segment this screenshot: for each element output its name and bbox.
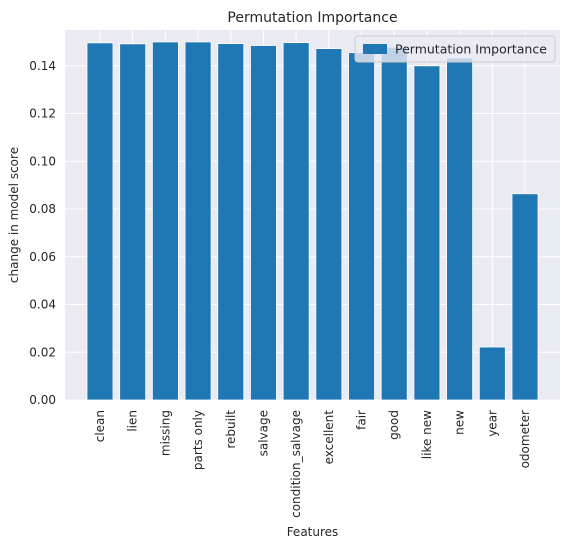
bar-year (478, 346, 506, 401)
bar-excellent (315, 48, 343, 401)
x-tick-label: year (485, 410, 499, 437)
x-axis-label: Features (287, 525, 339, 539)
x-tick-label: condition_salvage (289, 410, 303, 518)
legend: Permutation Importance (354, 35, 556, 63)
legend-label: Permutation Importance (395, 42, 547, 57)
y-tick-label: 0.04 (29, 298, 56, 312)
y-tick-label: 0.00 (29, 393, 56, 407)
bar-fair (348, 52, 375, 401)
x-tick-label: rebuilt (224, 410, 238, 449)
bar-condition-salvage (282, 42, 310, 401)
bar-good (380, 46, 408, 401)
bar-like-new (413, 65, 441, 401)
bar-odometer (511, 193, 539, 401)
bar-lien (119, 43, 147, 401)
x-tick-label: fair (355, 410, 369, 430)
x-tick-label: good (387, 410, 401, 440)
y-tick-labels: 0.00 0.02 0.04 0.06 0.08 0.10 0.12 0.14 (29, 59, 56, 407)
chart-title: Permutation Importance (227, 10, 397, 26)
bar-parts-only (184, 41, 212, 401)
x-tick-label: lien (126, 410, 140, 432)
y-tick-label: 0.12 (29, 107, 56, 121)
y-tick-label: 0.02 (29, 345, 56, 359)
bar-clean (86, 42, 114, 401)
x-tick-label: excellent (322, 410, 336, 465)
x-tick-label: missing (158, 410, 172, 456)
x-tick-label: odometer (518, 410, 532, 468)
x-tick-label: like new (420, 410, 434, 459)
x-tick-label: clean (93, 410, 107, 442)
bars (86, 41, 539, 401)
x-tick-label: parts only (191, 410, 205, 470)
legend-box (354, 35, 556, 63)
y-tick-label: 0.06 (29, 250, 56, 264)
bar-missing (151, 41, 179, 401)
x-tick-labels: clean lien missing parts only rebuilt salvage… (93, 410, 532, 518)
x-tick-label: new (453, 410, 467, 435)
plot-area (65, 30, 560, 400)
x-tick-label: salvage (256, 410, 270, 456)
bar-new (446, 57, 474, 401)
y-tick-label: 0.10 (29, 154, 56, 168)
y-axis-label: change in model score (7, 147, 21, 283)
bar-salvage (250, 45, 277, 401)
legend-swatch (363, 44, 387, 54)
y-tick-label: 0.14 (29, 59, 56, 73)
y-tick-label: 0.08 (29, 202, 56, 216)
bar-rebuilt (217, 43, 245, 401)
